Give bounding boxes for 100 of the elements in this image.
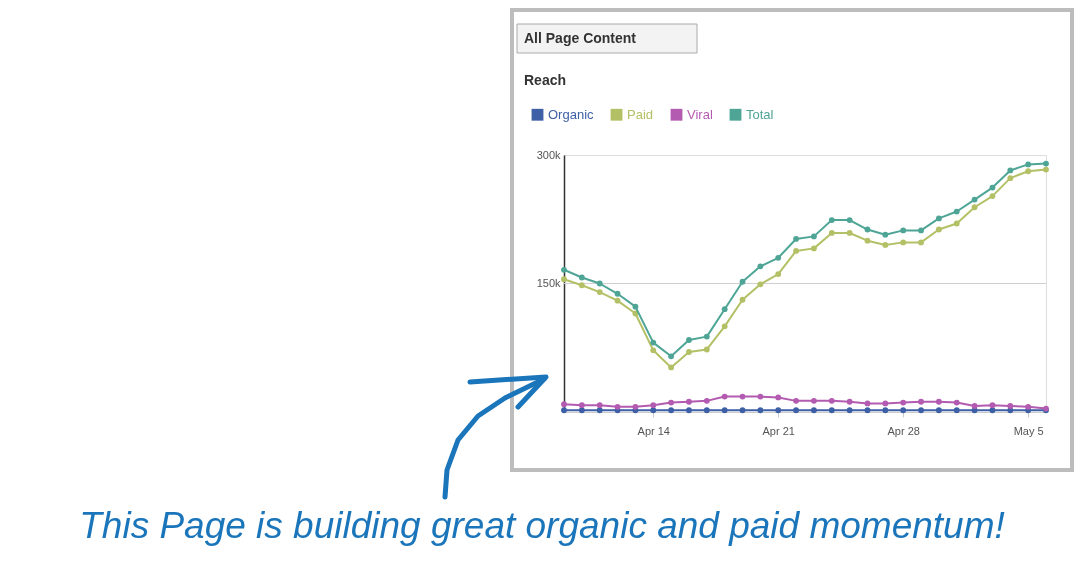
point (668, 407, 675, 414)
point (846, 217, 853, 224)
point (632, 303, 639, 310)
point (578, 407, 585, 414)
point (757, 393, 764, 400)
point (757, 407, 764, 414)
point (918, 227, 924, 234)
point (561, 401, 567, 408)
point (703, 407, 710, 414)
point (703, 333, 710, 340)
point (935, 226, 942, 233)
point (578, 402, 585, 409)
point (1043, 160, 1049, 167)
point (578, 274, 585, 281)
point (918, 407, 924, 414)
point (1025, 161, 1032, 168)
point (953, 399, 960, 406)
point (561, 276, 567, 283)
point (596, 289, 603, 295)
point (953, 220, 960, 227)
point (596, 407, 603, 414)
point (828, 230, 835, 236)
point (953, 407, 960, 414)
point (578, 282, 585, 289)
point (989, 193, 996, 200)
point (1043, 166, 1049, 173)
point (971, 204, 978, 211)
text: This Page is building great organic and paid momentum! (79, 505, 1005, 546)
point (828, 217, 835, 224)
y-tick-label: 150k (536, 277, 561, 289)
point (739, 393, 746, 400)
point (1007, 175, 1014, 182)
point (828, 407, 835, 414)
point (811, 245, 817, 252)
point (846, 407, 853, 414)
point (793, 236, 799, 242)
point (614, 403, 621, 410)
x-tick-label: Apr 14 (637, 424, 670, 437)
point (1025, 168, 1032, 175)
point (775, 271, 782, 277)
point (1025, 403, 1032, 410)
point (614, 297, 621, 304)
point (596, 280, 603, 287)
x-tick-label: May 5 (1013, 424, 1044, 437)
point (721, 323, 728, 330)
point (882, 400, 889, 407)
point (775, 254, 782, 261)
point (561, 266, 567, 273)
text: All Page Content (524, 30, 637, 46)
point (775, 407, 782, 414)
point (668, 399, 675, 406)
point (882, 242, 889, 248)
point (650, 339, 657, 346)
point (775, 394, 782, 401)
point (882, 407, 889, 414)
point (828, 397, 835, 404)
point (811, 407, 817, 414)
point (650, 347, 657, 354)
point (686, 349, 692, 355)
point (668, 364, 675, 371)
y-tick-label: 300k (536, 148, 561, 161)
point (864, 237, 871, 244)
point (757, 281, 764, 288)
point (918, 398, 924, 405)
point (686, 337, 692, 343)
point (935, 398, 942, 405)
point (793, 397, 799, 404)
point (953, 208, 960, 215)
point (793, 248, 799, 254)
point (989, 184, 996, 191)
point (864, 400, 871, 407)
chart-title: Reach (524, 72, 567, 88)
point (864, 407, 871, 414)
legend-label: Paid (627, 106, 654, 122)
point (882, 231, 889, 238)
point (703, 346, 710, 353)
x-tick-label: Apr 21 (762, 424, 795, 437)
point (971, 403, 978, 409)
point (811, 397, 817, 404)
point (900, 407, 907, 414)
point (721, 393, 728, 400)
point (739, 278, 746, 285)
point (632, 403, 639, 410)
legend-label: Organic (548, 106, 595, 122)
point (561, 407, 567, 414)
point (846, 230, 853, 236)
point (900, 239, 907, 246)
point (703, 397, 710, 404)
point (900, 399, 907, 406)
point (650, 402, 657, 409)
point (668, 353, 675, 360)
point (864, 226, 871, 233)
point (650, 407, 657, 414)
point (935, 215, 942, 222)
point (811, 233, 817, 240)
point (846, 398, 853, 405)
point (989, 407, 996, 414)
point (900, 227, 907, 234)
legend-label: Total (746, 106, 774, 122)
legend-label: Viral (687, 106, 713, 122)
